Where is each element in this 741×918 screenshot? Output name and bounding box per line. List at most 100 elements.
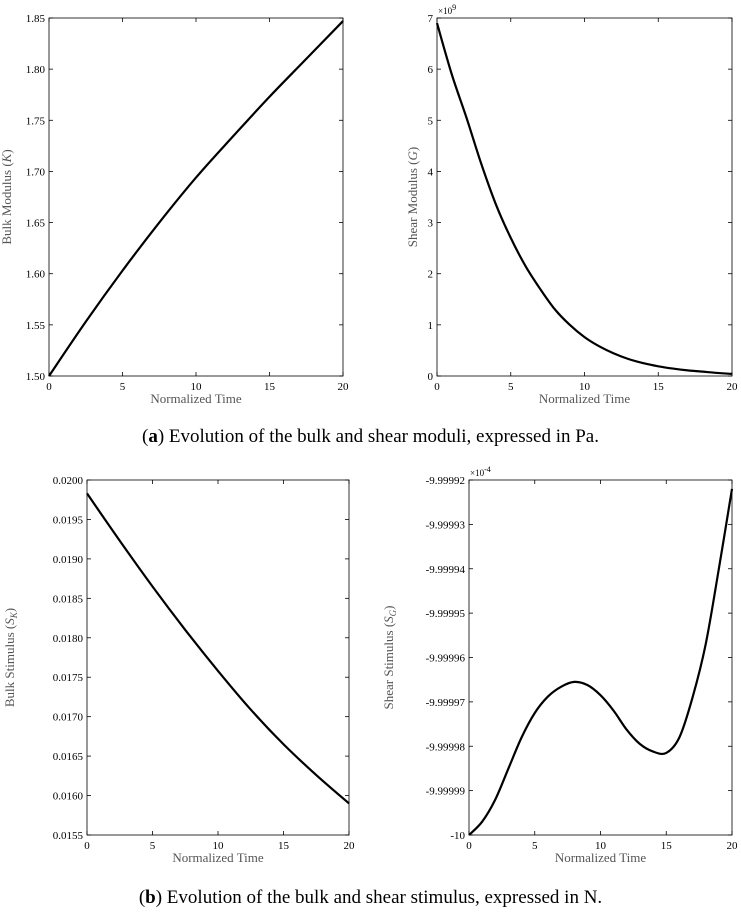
- y-tick-label: -9.99995: [426, 608, 466, 620]
- y-axis-label: Bulk Stimulus (SK): [2, 608, 19, 707]
- y-axis-label-close: ): [381, 605, 396, 609]
- y-axis-label-close: ): [2, 608, 17, 612]
- axis-multiplier-exponent: 9: [452, 3, 456, 12]
- y-tick-label: 0.0155: [53, 830, 84, 842]
- y-tick-label: 0.0165: [53, 751, 84, 763]
- x-tick-label: 15: [653, 381, 665, 393]
- plot-frame: [86, 479, 350, 836]
- x-tick-label: 0: [466, 840, 472, 852]
- y-axis-label-symbol: K: [0, 152, 14, 163]
- y-tick-label: 3: [428, 218, 434, 230]
- caption-a-text: ) Evolution of the bulk and shear moduli…: [157, 426, 599, 447]
- y-tick-label: 0.0175: [53, 672, 84, 684]
- y-tick-label: 0: [428, 371, 434, 383]
- x-tick-label: 0: [46, 381, 52, 393]
- y-tick-label: 6: [428, 64, 434, 76]
- y-tick-label: 4: [428, 166, 434, 178]
- x-tick-label: 5: [120, 381, 126, 393]
- x-tick-label: 15: [264, 381, 276, 393]
- x-tick-label: 0: [84, 840, 90, 852]
- x-tick-label: 15: [661, 840, 673, 852]
- y-tick-label: 1.80: [26, 64, 46, 76]
- y-tick-label: 1.55: [26, 320, 46, 332]
- y-tick-label: 0.0190: [53, 554, 84, 566]
- y-axis-label-close: ): [405, 147, 420, 151]
- y-tick-label: 0.0160: [53, 791, 84, 803]
- x-axis-label: Normalized Time: [539, 391, 631, 406]
- caption-a-label: a: [148, 426, 158, 447]
- x-tick-label: 5: [532, 840, 538, 852]
- y-tick-label: 5: [428, 115, 434, 127]
- y-tick-label: -9.99999: [426, 786, 466, 798]
- chart-panel-b-left: 0 5 10 15 20 0.0155 0.0160 0.0165 0.0170 0.0175 0.…: [2, 475, 355, 865]
- series-line: [86, 492, 350, 805]
- axis-multiplier-exponent: -4: [484, 465, 491, 474]
- axis-multiplier-base: ×10: [438, 6, 453, 16]
- y-tick-label: -9.99998: [426, 741, 466, 753]
- x-tick-label: 10: [579, 381, 591, 393]
- y-tick-label: 1.75: [26, 115, 46, 127]
- axis-multiplier: ×10-4: [470, 465, 491, 478]
- y-tick-label: 1.50: [26, 371, 46, 383]
- y-tick-label: 2: [428, 269, 434, 281]
- y-tick-label: -9.99996: [426, 653, 466, 665]
- y-axis-label-text: Shear Stimulus (: [381, 623, 396, 710]
- y-axis-label-subscript: K: [9, 611, 19, 619]
- x-axis-label: Normalized Time: [555, 850, 647, 865]
- y-tick-label: -9.99993: [426, 519, 466, 531]
- x-tick-label: 20: [727, 840, 739, 852]
- y-axis-label-symbol: S: [2, 618, 17, 625]
- x-tick-label: 20: [727, 381, 739, 393]
- series-line: [468, 488, 734, 836]
- axis-multiplier-base: ×10: [470, 468, 485, 478]
- y-tick-label: -10: [450, 830, 465, 842]
- y-tick-label: 1.65: [26, 218, 46, 230]
- chart-panel-a-right: 0 5 10 15 20 0 1 2 3 4 5 6 7 Normalized Time Shear Mod…: [405, 3, 738, 406]
- x-tick-label: 5: [150, 840, 156, 852]
- caption-b: (b) Evolution of the bulk and shear stim…: [138, 887, 603, 908]
- y-axis-label-close: ): [0, 149, 14, 153]
- y-tick-label: 1.70: [26, 166, 46, 178]
- y-tick-label: 0.0200: [53, 475, 84, 487]
- x-tick-label: 10: [213, 840, 225, 852]
- y-axis-label-text: Shear Modulus (: [405, 161, 420, 248]
- caption-b-label: b: [145, 887, 156, 908]
- series-line: [48, 20, 344, 377]
- x-tick-label: 15: [278, 840, 290, 852]
- plot-frame: [468, 479, 733, 836]
- y-axis-label-symbol: S: [381, 616, 396, 623]
- x-axis-label: Normalized Time: [150, 391, 242, 406]
- x-tick-label: 10: [595, 840, 607, 852]
- y-tick-label: 7: [428, 13, 434, 25]
- caption-b-text: ) Evolution of the bulk and shear stimul…: [155, 887, 603, 908]
- y-axis-label-symbol: G: [405, 151, 420, 161]
- y-axis-label: Shear Modulus (G): [405, 147, 420, 247]
- y-tick-label: 1.85: [26, 13, 46, 25]
- chart-panel-b-right: 0 5 10 15 20 -10 -9.99999 -9.99998 -9.99997 -9.99…: [381, 465, 738, 865]
- x-tick-label: 0: [434, 381, 440, 393]
- y-axis-label-text: Bulk Modulus (: [0, 162, 14, 244]
- y-tick-label: 1: [428, 320, 434, 332]
- y-tick-label: 0.0195: [53, 514, 84, 526]
- y-axis-label-subscript: G: [388, 609, 398, 616]
- axis-multiplier: ×109: [438, 3, 456, 16]
- y-axis-label: Bulk Modulus (K): [0, 149, 14, 244]
- series-line: [435, 22, 733, 376]
- plot-frame: [48, 17, 344, 377]
- x-tick-label: 10: [191, 381, 203, 393]
- x-tick-label: 5: [508, 381, 514, 393]
- y-tick-label: -9.99997: [426, 697, 466, 709]
- x-tick-label: 20: [344, 840, 356, 852]
- y-axis-label: Shear Stimulus (SG): [381, 605, 398, 709]
- x-axis-label: Normalized Time: [172, 850, 264, 865]
- y-tick-label: 0.0180: [53, 633, 84, 645]
- x-tick-label: 20: [338, 381, 350, 393]
- y-tick-label: 0.0170: [53, 712, 84, 724]
- y-tick-label: 1.60: [26, 269, 46, 281]
- y-tick-label: -9.99992: [426, 475, 465, 487]
- y-axis-label-text: Bulk Stimulus (: [2, 625, 17, 707]
- y-tick-label: -9.99994: [426, 564, 466, 576]
- plot-frame: [436, 17, 733, 377]
- caption-a: (a) Evolution of the bulk and shear modu…: [142, 426, 599, 447]
